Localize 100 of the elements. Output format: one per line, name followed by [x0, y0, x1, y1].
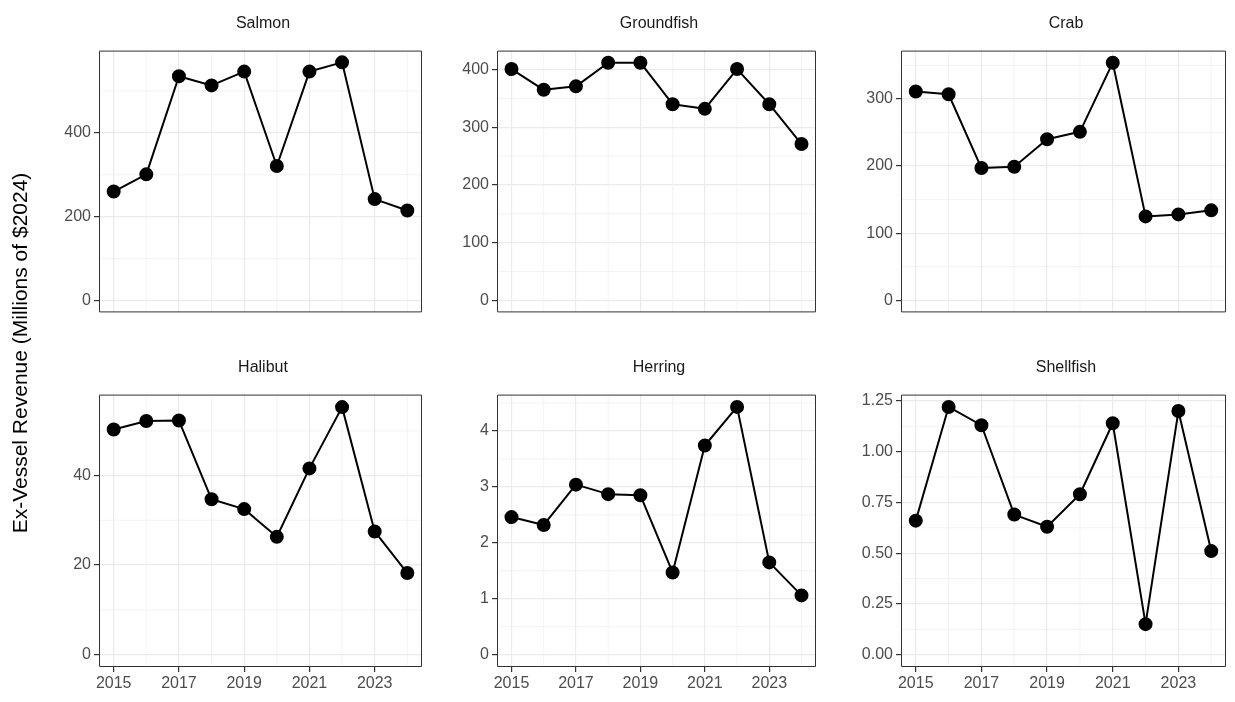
point	[367, 524, 382, 539]
y-tick-label: 1	[480, 589, 490, 607]
x-tick-label: 2021	[1094, 674, 1131, 692]
point	[665, 97, 680, 112]
y-tick-label: 0	[480, 645, 490, 663]
y-tick-label: 0	[480, 290, 490, 308]
point	[730, 62, 745, 77]
point	[400, 566, 415, 581]
point	[400, 203, 415, 218]
y-tick-label: 0	[884, 290, 894, 308]
y-tick-label: 400	[64, 123, 92, 141]
point	[1138, 617, 1153, 632]
x-tick-label: 2017	[963, 674, 1000, 692]
point	[1138, 209, 1153, 224]
point	[974, 161, 989, 176]
point	[601, 487, 616, 502]
y-tick-label: 400	[462, 60, 490, 78]
point	[633, 55, 648, 70]
point	[697, 101, 712, 116]
x-tick-label: 2015	[897, 674, 934, 692]
point	[367, 192, 382, 207]
y-axis-title: Ex-Vessel Revenue (Millions of $2024)	[7, 171, 32, 536]
point	[941, 87, 956, 102]
chart-title: Groundfish	[618, 13, 700, 33]
y-tick-label: 2	[480, 533, 490, 551]
chart-title: Salmon	[234, 13, 292, 33]
point	[1171, 404, 1186, 419]
y-tick-label: 200	[866, 156, 894, 174]
y-tick-label: 100	[462, 233, 490, 251]
point	[171, 69, 186, 84]
chart-title: Shellfish	[1034, 357, 1098, 377]
point	[504, 510, 519, 525]
point	[1040, 132, 1055, 147]
point	[269, 529, 284, 544]
point	[1007, 507, 1022, 522]
point	[665, 565, 680, 580]
x-tick-label: 2021	[687, 674, 723, 692]
y-tick-label: 0.25	[861, 594, 894, 612]
x-tick-label: 2015	[95, 674, 132, 692]
x-tick-label: 2023	[751, 674, 788, 692]
point	[1007, 159, 1022, 174]
chart-title: Herring	[631, 357, 687, 377]
point	[536, 82, 551, 97]
point	[335, 400, 350, 415]
point	[1204, 544, 1219, 559]
point	[237, 502, 252, 517]
x-tick-label: 2023	[1160, 674, 1197, 692]
point	[633, 488, 648, 503]
point	[568, 477, 583, 492]
point	[106, 184, 121, 199]
y-tick-label: 100	[866, 223, 894, 241]
x-tick-label: 2017	[161, 674, 197, 692]
point	[794, 588, 809, 603]
point	[204, 78, 219, 93]
y-tick-label: 1.00	[861, 442, 894, 460]
y-tick-label: 200	[462, 175, 490, 193]
point	[237, 64, 252, 79]
y-tick-label: 0.50	[861, 543, 894, 561]
point	[204, 492, 219, 507]
y-tick-label: 0	[82, 644, 92, 662]
point	[504, 62, 519, 77]
point	[697, 438, 712, 453]
point	[762, 555, 777, 570]
point	[794, 137, 809, 152]
point	[1105, 55, 1120, 70]
y-tick-label: 4	[480, 421, 490, 439]
point	[1072, 124, 1087, 139]
y-tick-label: 200	[64, 207, 92, 225]
point	[1040, 519, 1055, 534]
y-tick-label: 0	[82, 291, 92, 309]
x-tick-label: 2019	[1029, 674, 1065, 692]
y-tick-label: 300	[462, 117, 490, 135]
point	[302, 64, 317, 79]
point	[941, 399, 956, 414]
x-tick-label: 2019	[226, 674, 263, 692]
point	[171, 413, 186, 428]
x-tick-label: 2021	[291, 674, 328, 692]
point	[139, 413, 154, 428]
point	[335, 55, 350, 70]
chart-title: Crab	[1047, 13, 1085, 33]
point	[568, 79, 583, 94]
x-tick-label: 2015	[493, 674, 530, 692]
point	[601, 55, 616, 70]
y-tick-label: 1.25	[861, 391, 894, 409]
point	[730, 399, 745, 414]
y-tick-label: 0.00	[861, 645, 894, 663]
y-tick-label: 300	[866, 89, 894, 107]
y-tick-label: 3	[480, 477, 490, 495]
point	[1105, 416, 1120, 431]
chart-title: Halibut	[237, 357, 289, 377]
x-tick-label: 2019	[622, 674, 659, 692]
y-tick-label: 40	[73, 465, 92, 483]
point	[302, 461, 317, 476]
point	[974, 418, 989, 433]
point	[908, 513, 923, 528]
point	[139, 167, 154, 182]
point	[1072, 487, 1087, 502]
y-tick-label: 0.75	[861, 492, 894, 510]
x-tick-label: 2023	[356, 674, 393, 692]
point	[1171, 207, 1186, 222]
